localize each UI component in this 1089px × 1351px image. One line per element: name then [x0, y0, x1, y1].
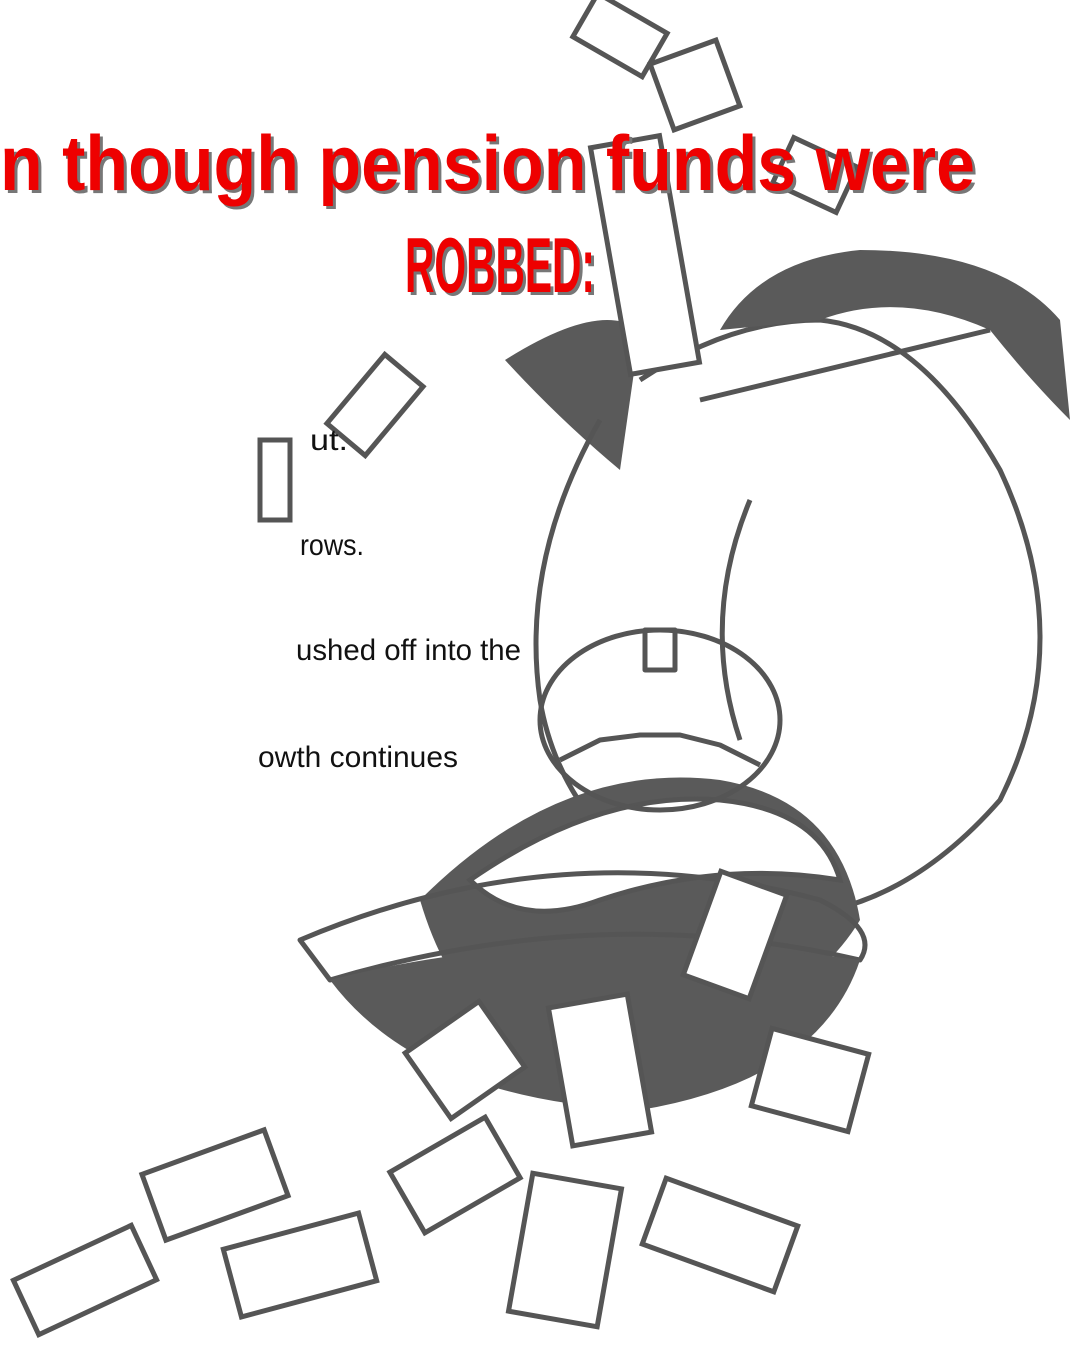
title-shadow: n though pension funds were: [3, 122, 978, 210]
bullet-text: ut.: [310, 424, 348, 457]
illustration: [10, 0, 1070, 1338]
title-shadow: ROBBED:: [408, 224, 598, 312]
title-line: n though pension funds were: [0, 119, 975, 207]
bullet-text: owth continues: [258, 741, 458, 774]
title-line: ROBBED:: [405, 221, 595, 309]
bullet-text: rows.: [300, 529, 364, 562]
bullet-text: ushed off into the: [296, 634, 521, 667]
